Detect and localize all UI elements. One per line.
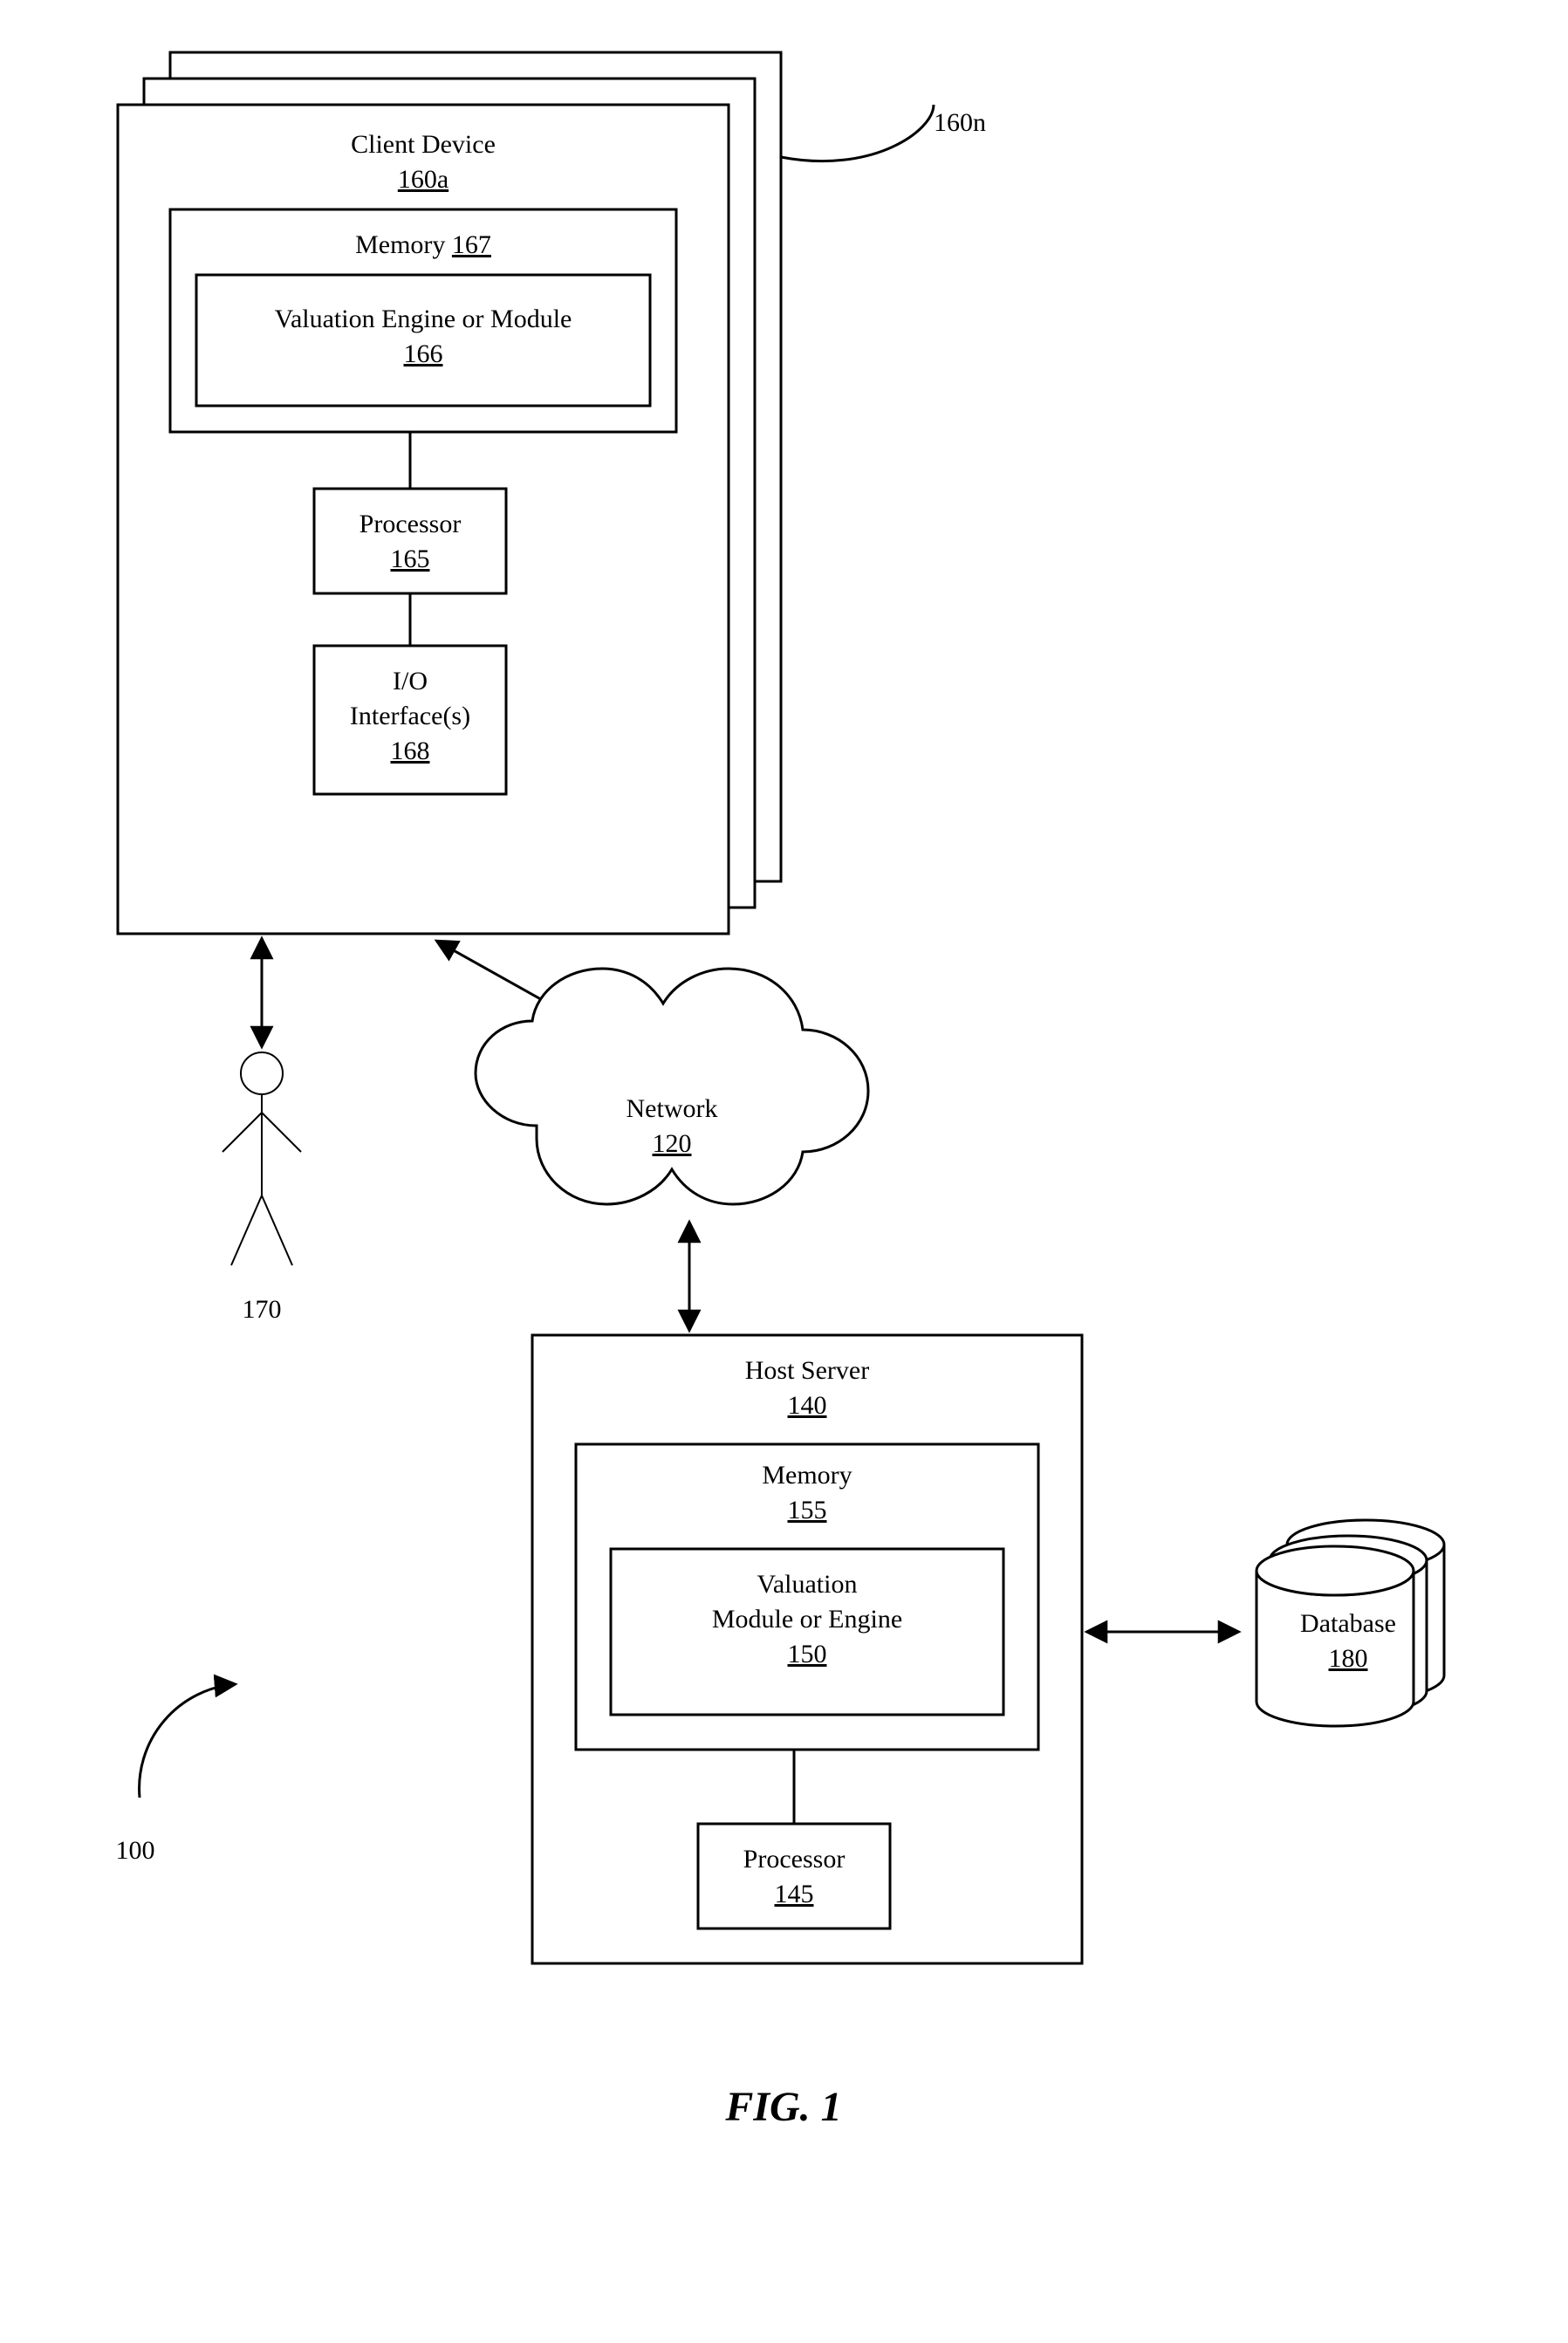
database-ref: 180 (1329, 1644, 1368, 1673)
host-valuation-a: Valuation (757, 1570, 858, 1599)
person-icon (223, 1052, 301, 1265)
sys-ref: 100 (116, 1836, 155, 1865)
client-io-b: Interface(s) (350, 702, 470, 730)
diagram-canvas: 160n Client Device 160a Memory 167 Valua… (0, 0, 1568, 2343)
host-valuation-b: Module or Engine (712, 1605, 902, 1634)
leader-160n (781, 105, 934, 161)
host-processor-ref: 145 (775, 1880, 814, 1908)
client-processor-label: Processor (359, 510, 462, 538)
host-processor-label: Processor (743, 1845, 846, 1874)
client-processor-box (314, 489, 506, 593)
host-title: Host Server (745, 1356, 869, 1385)
database-label: Database (1300, 1609, 1396, 1638)
network-label: Network (627, 1094, 718, 1123)
client-valuation-ref: 166 (404, 339, 443, 368)
client-device-title: Client Device (351, 130, 496, 159)
host-memory-label: Memory (762, 1461, 852, 1490)
client-io-ref: 168 (391, 736, 430, 765)
host-valuation-ref: 150 (788, 1640, 827, 1668)
client-memory-label: Memory 167 (355, 230, 491, 259)
client-valuation-label: Valuation Engine or Module (275, 305, 572, 333)
client-device-ref: 160a (398, 165, 448, 194)
person-ref: 170 (243, 1295, 282, 1324)
figure-caption: FIG. 1 (724, 2084, 841, 2130)
client-processor-ref: 165 (391, 545, 430, 573)
network-ref: 120 (653, 1129, 692, 1158)
client-io-a: I/O (393, 667, 428, 695)
host-ref: 140 (788, 1391, 827, 1420)
host-processor-box (698, 1824, 890, 1929)
label-160n: 160n (934, 108, 986, 137)
host-memory-ref: 155 (788, 1496, 827, 1524)
leader-100 (140, 1684, 236, 1798)
network-cloud (476, 969, 868, 1204)
